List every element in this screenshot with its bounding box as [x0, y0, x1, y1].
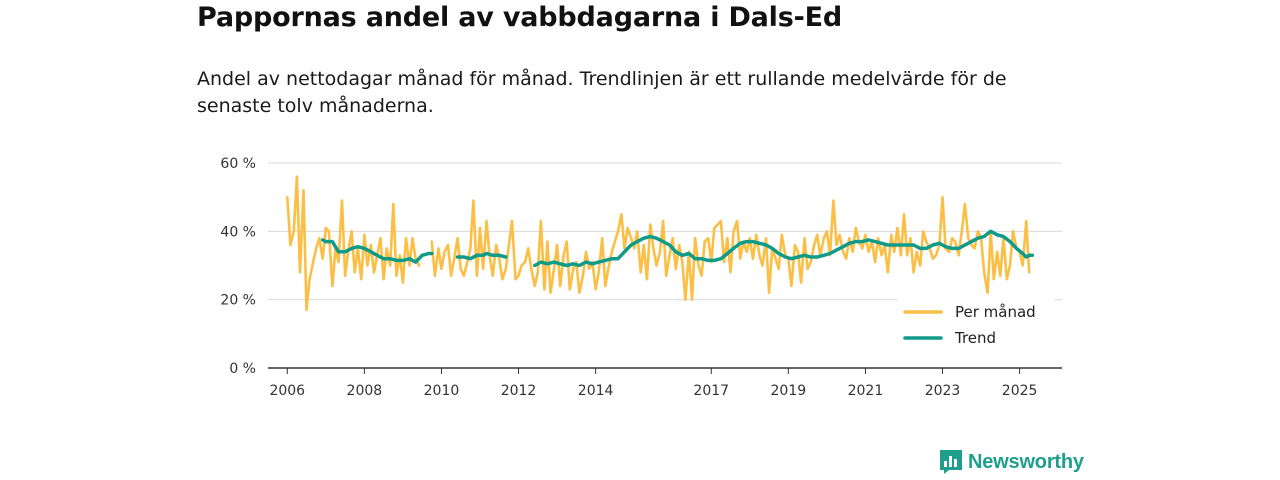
series-trend-line	[320, 238, 434, 264]
series-monthly-line	[286, 175, 421, 312]
chart-subtitle: Andel av nettodagar månad för månad. Tre…	[197, 68, 1007, 117]
y-tick-label: 60 %	[220, 156, 256, 172]
y-axis-ticks: 0 % 20 % 40 % 60 %	[220, 156, 256, 377]
x-tick-label: 2014	[578, 383, 614, 399]
series-monthly-line	[430, 195, 1031, 301]
y-tick-label: 20 %	[220, 293, 256, 309]
y-tick-label: 0 %	[229, 361, 256, 377]
series-trend-line	[532, 229, 1035, 268]
x-axis: 2006 2008 2010 2012 2014 2017 2019 2021 2023 2025	[268, 367, 1062, 399]
series-layer	[286, 175, 1035, 312]
x-tick-label: 2012	[501, 383, 537, 399]
chart-title: Pappornas andel av vabbdagarna i Dals-Ed	[197, 2, 842, 33]
legend-label-trend: Trend	[954, 329, 996, 347]
x-tick-label: 2019	[771, 383, 807, 399]
legend: Per månad Trend	[897, 296, 1055, 358]
x-tick-label: 2006	[269, 383, 305, 399]
x-tick-label: 2017	[693, 383, 729, 399]
x-tick-label: 2021	[848, 383, 884, 399]
x-tick-label: 2010	[424, 383, 460, 399]
brand-name: Newsworthy	[968, 450, 1084, 473]
series-trend-line	[455, 251, 508, 261]
newsworthy-logo: Newsworthy	[940, 450, 1084, 474]
x-tick-label: 2025	[1002, 383, 1038, 399]
y-tick-label: 40 %	[220, 224, 256, 240]
grid-lines	[268, 162, 1062, 301]
legend-box	[897, 296, 1055, 358]
x-tick-label: 2023	[925, 383, 961, 399]
x-tick-label: 2008	[347, 383, 383, 399]
newsworthy-logo-icon	[940, 450, 962, 474]
legend-label-monthly: Per månad	[955, 303, 1036, 321]
